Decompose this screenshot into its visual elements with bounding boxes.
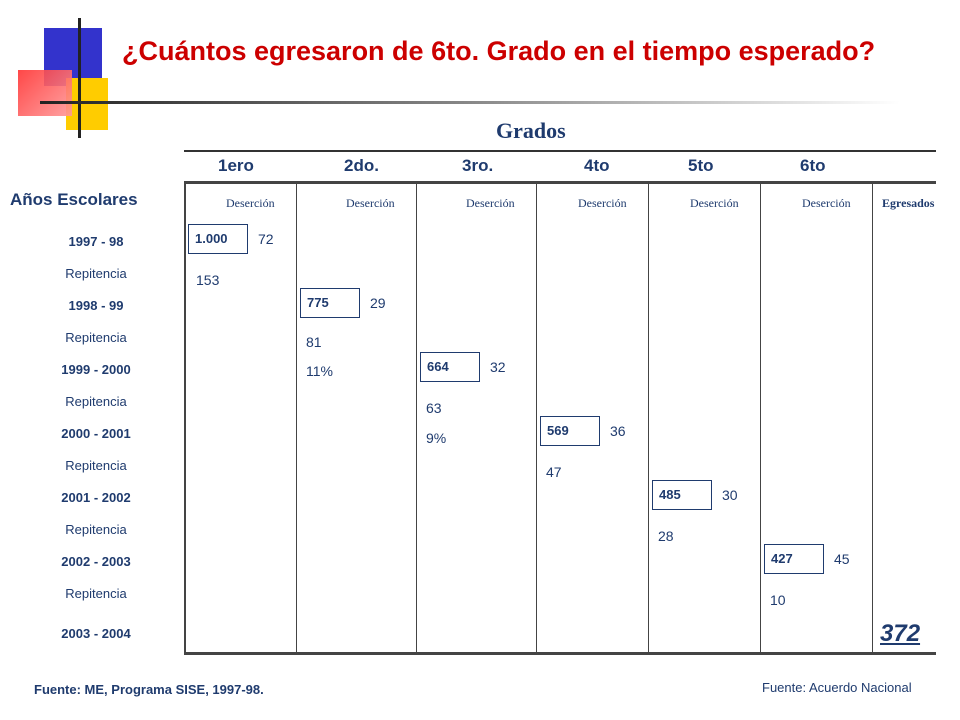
grade-label-2: 2do. [344, 156, 379, 175]
enrolled-box-grade-1: 1.000 [188, 224, 248, 254]
table-top-line [184, 150, 936, 152]
year-label: 2002 - 2003 [61, 554, 131, 569]
repitencia-value-grade-6: 10 [770, 592, 786, 608]
column-divider-3 [536, 182, 537, 653]
desercion-value-grade-6: 45 [834, 551, 850, 567]
desercion-header-4: Deserción [578, 196, 627, 210]
year-label: 2001 - 2002 [61, 490, 131, 505]
enrolled-box-grade-2: 775 [300, 288, 360, 318]
year-label: 2000 - 2001 [61, 426, 131, 441]
grade-label-3: 3ro. [462, 156, 494, 175]
repitencia-value-grade-3: 63 [426, 400, 442, 416]
logo-vertical-line [78, 18, 81, 138]
repitencia-label: Repitencia [65, 266, 127, 281]
repitencia-value-grade-5: 28 [658, 528, 674, 544]
desercion-header-1: Deserción [226, 196, 275, 210]
source-left: Fuente: ME, Programa SISE, 1997-98. [34, 682, 264, 697]
grados-heading: Grados [496, 118, 566, 143]
grade-label-4: 4to [584, 156, 610, 175]
repitencia-pct-grade-2: 11% [306, 363, 333, 379]
column-divider-1 [296, 182, 297, 653]
year-label: 1999 - 2000 [61, 362, 131, 377]
repitencia-value-grade-4: 47 [546, 464, 562, 480]
desercion-value-grade-5: 30 [722, 487, 738, 503]
repitencia-label: Repitencia [65, 458, 127, 473]
column-divider-5 [760, 182, 761, 653]
enrolled-box-grade-4: 569 [540, 416, 600, 446]
title-underline [40, 101, 900, 104]
repitencia-label: Repitencia [65, 522, 127, 537]
desercion-header-5: Deserción [690, 196, 739, 210]
grade-label-1: 1ero [218, 156, 254, 175]
table-bottom-line [184, 652, 936, 655]
enrolled-box-grade-3: 664 [420, 352, 480, 382]
desercion-value-grade-4: 36 [610, 423, 626, 439]
year-label: 2003 - 2004 [61, 626, 131, 641]
egresados-header: Egresados [882, 196, 935, 210]
grade-label-6: 6to [800, 156, 826, 175]
logo-yellow-square [66, 78, 108, 130]
desercion-header-2: Deserción [346, 196, 395, 210]
desercion-value-grade-1: 72 [258, 231, 274, 247]
desercion-value-grade-2: 29 [370, 295, 386, 311]
source-right: Fuente: Acuerdo Nacional [762, 680, 912, 695]
repitencia-value-grade-2: 81 [306, 334, 322, 350]
logo-red-square [18, 70, 72, 116]
desercion-header-3: Deserción [466, 196, 515, 210]
desercion-value-grade-3: 32 [490, 359, 506, 375]
repitencia-value-grade-1: 153 [196, 272, 220, 288]
column-divider-4 [648, 182, 649, 653]
grade-label-5: 5to [688, 156, 714, 175]
year-label: 1997 - 98 [68, 234, 124, 249]
egresados-total: 372 [880, 620, 921, 647]
repitencia-pct-grade-3: 9% [426, 430, 447, 446]
table-header-line [184, 181, 936, 184]
page-title: ¿Cuántos egresaron de 6to. Grado en el t… [122, 36, 876, 66]
enrolled-box-grade-5: 485 [652, 480, 712, 510]
anos-escolares-heading: Años Escolares [10, 190, 138, 209]
year-label: 1998 - 99 [68, 298, 124, 313]
repitencia-label: Repitencia [65, 586, 127, 601]
column-divider-2 [416, 182, 417, 653]
repitencia-label: Repitencia [65, 330, 127, 345]
repitencia-label: Repitencia [65, 394, 127, 409]
column-divider-6 [872, 182, 873, 653]
table-left-border [184, 182, 186, 653]
enrolled-box-grade-6: 427 [764, 544, 824, 574]
desercion-header-6: Deserción [802, 196, 851, 210]
